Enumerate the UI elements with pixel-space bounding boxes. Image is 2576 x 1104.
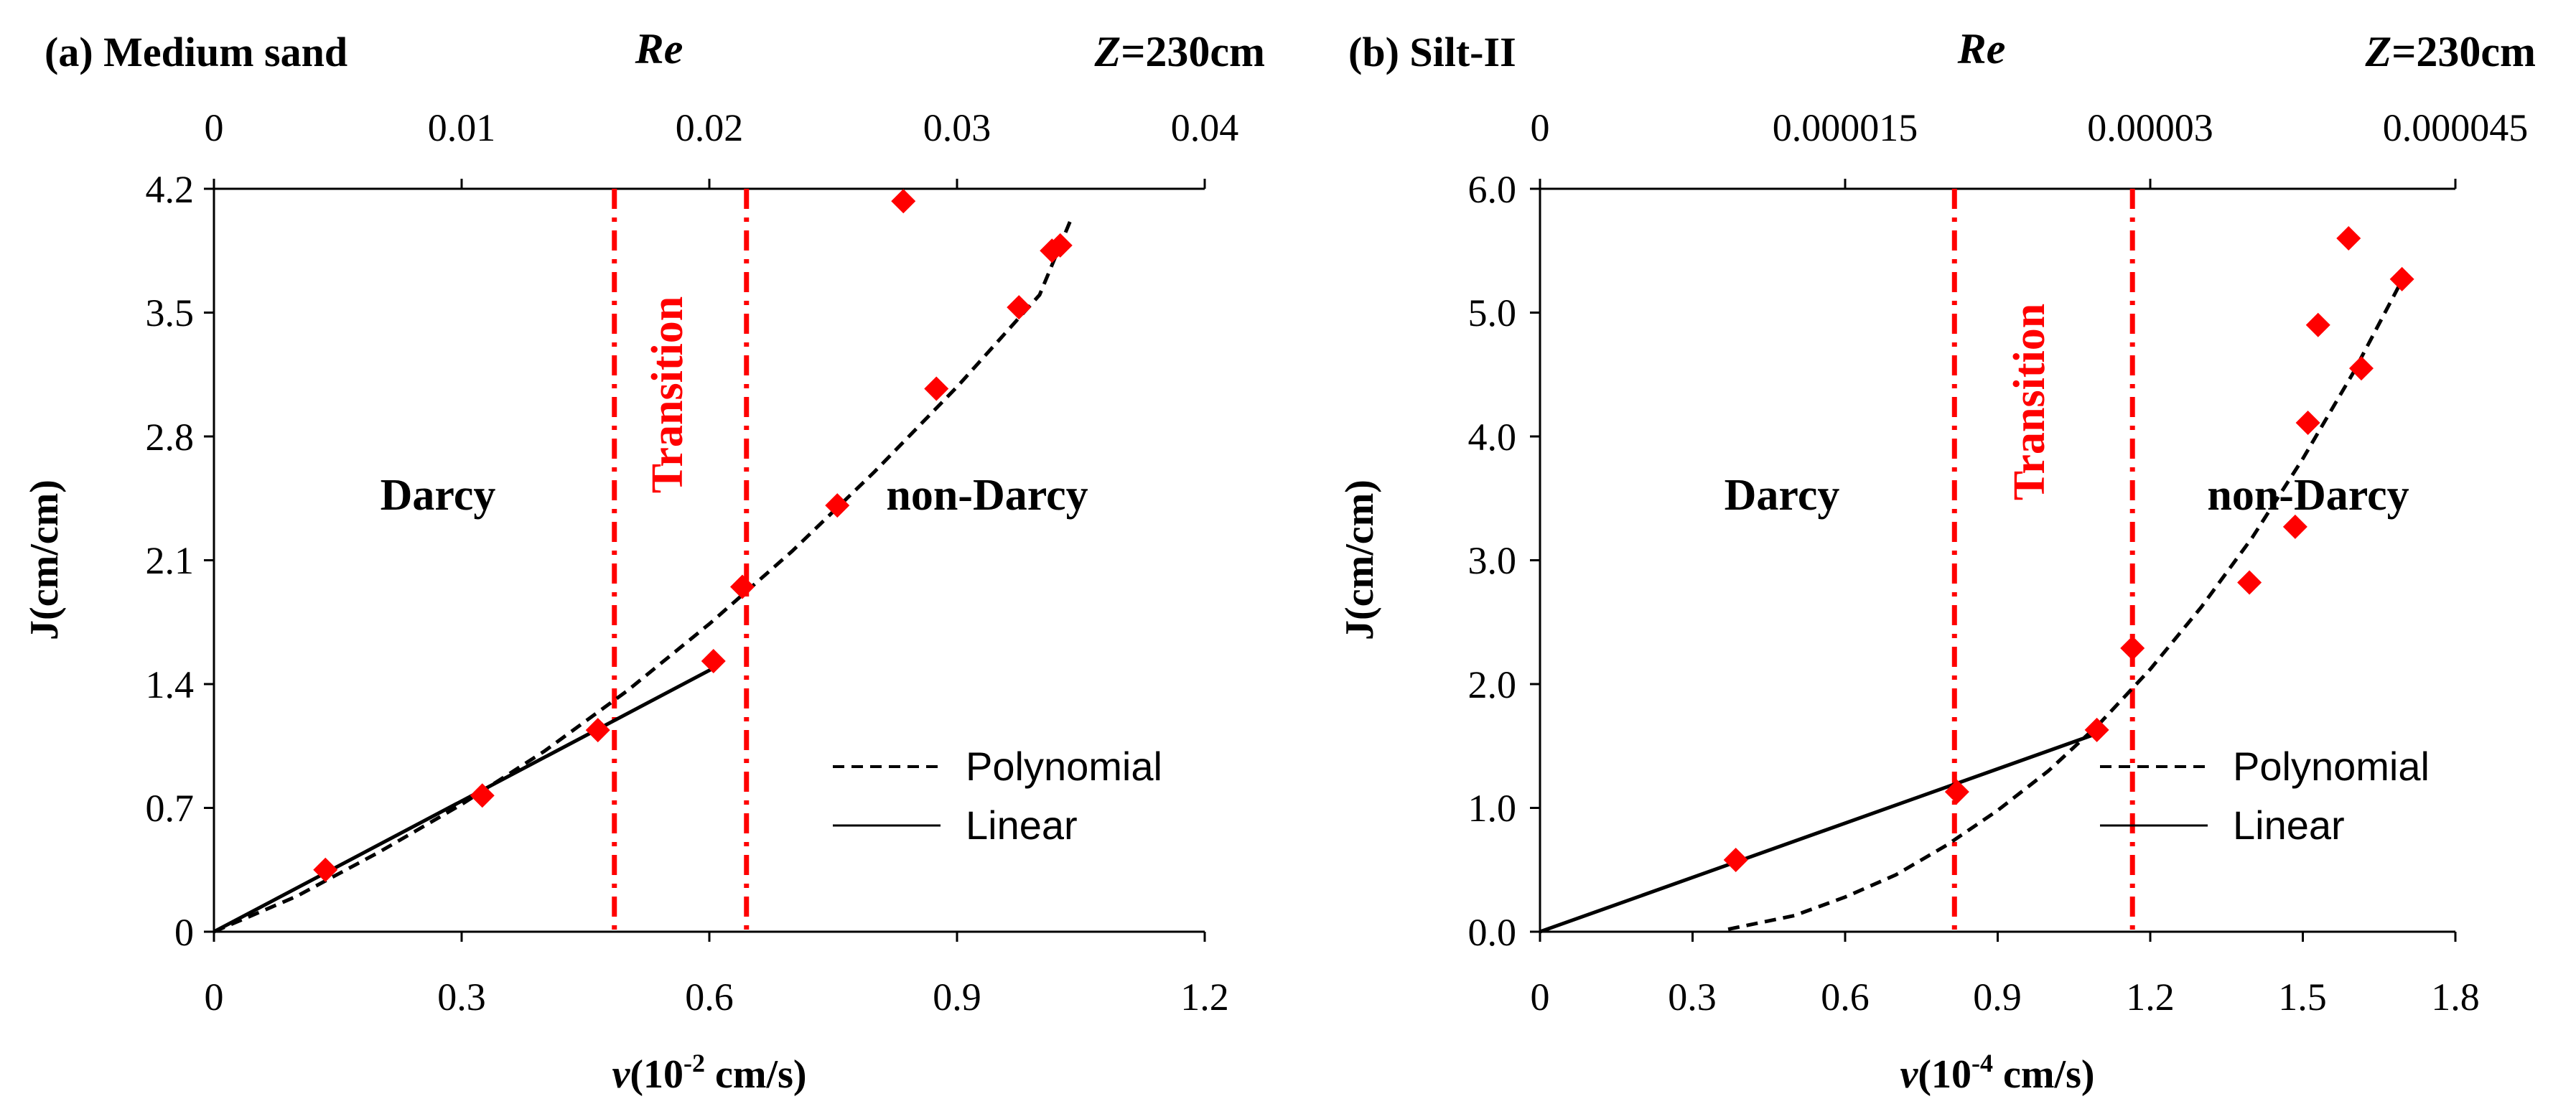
panel-a-x-ticks: 0 0.3 0.6 0.9 1.2	[205, 976, 1229, 1019]
panel-a-re-tick: 0.01	[428, 106, 496, 149]
panel-b-re-tick: 0.000045	[2383, 106, 2529, 149]
panel-b-y-tick: 6.0	[1468, 168, 1517, 211]
panel-a-re-tick: 0.04	[1171, 106, 1239, 149]
panel-b-silt-ii: (b) Silt-II Re Z=230cm 0.0 1.0 2.0 3.0 4…	[1338, 25, 2536, 1097]
panel-b-x-tick: 0	[1531, 976, 1550, 1019]
panel-b-axes	[1530, 179, 2457, 942]
panel-b-region-non-darcy: non-Darcy	[2207, 471, 2409, 520]
panel-b-y-tick: 2.0	[1468, 663, 1517, 706]
panel-b-re-tick: 0.000015	[1773, 106, 1918, 149]
polynomial-fit-curve	[213, 215, 1075, 934]
panel-a-y-tick: 3.5	[146, 291, 195, 335]
legend-polynomial-label: Polynomial	[966, 744, 1162, 789]
panel-b-region-darcy: Darcy	[1725, 471, 1840, 520]
panel-b-x-tick: 0.6	[1821, 976, 1870, 1019]
panel-b-title: (b) Silt-II	[1348, 29, 1516, 75]
panel-a-y-tick: 1.4	[146, 663, 195, 706]
data-point-marker	[1944, 780, 1969, 805]
panel-b-re-tick: 0.00003	[2087, 106, 2213, 149]
data-point-marker	[701, 648, 726, 673]
panel-a-region-transition: Transition	[643, 296, 692, 493]
panel-a-title: (a) Medium sand	[45, 29, 347, 75]
panel-a-top-axis-title: Re	[635, 25, 683, 72]
panel-b-y-tick: 4.0	[1468, 416, 1517, 459]
panel-a-y-tick: 2.1	[146, 539, 195, 582]
panel-a-x-tick: 0	[205, 976, 224, 1019]
panel-a-axes	[204, 179, 1206, 942]
data-point-marker	[1047, 233, 1073, 258]
panel-b-x-tick: 1.5	[2278, 976, 2327, 1019]
panel-b-fitted-curves	[1539, 274, 2407, 934]
panel-a-x-tick: 0.6	[685, 976, 734, 1019]
panel-b-data-points	[1723, 226, 2414, 872]
panel-a-legend: Polynomial Linear	[833, 744, 1162, 848]
panel-a-x-axis-title: v(10-2 cm/s)	[612, 1049, 806, 1097]
panel-b-y-axis-title: J(cm/cm)	[1338, 480, 1382, 640]
data-point-marker	[313, 857, 338, 882]
panel-b-x-tick: 0.3	[1668, 976, 1717, 1019]
panel-a-y-tick: 2.8	[146, 416, 195, 459]
panel-a-re-tick: 0.02	[676, 106, 744, 149]
panel-a-x-tick: 1.2	[1180, 976, 1229, 1019]
data-point-marker	[585, 718, 610, 743]
data-point-marker	[1007, 295, 1032, 320]
panel-b-y-ticks: 0.0 1.0 2.0 3.0 4.0 5.0 6.0	[1468, 168, 1517, 954]
panel-a-region-non-darcy: non-Darcy	[886, 471, 1088, 520]
panel-a-x-tick: 0.3	[437, 976, 486, 1019]
panel-a-y-tick: 0	[174, 911, 194, 954]
panel-b-region-transition: Transition	[2005, 304, 2054, 500]
data-point-marker	[2336, 226, 2361, 251]
legend-linear-label: Linear	[2233, 803, 2345, 848]
panel-b-y-tick: 5.0	[1468, 291, 1517, 335]
data-point-marker	[2295, 411, 2320, 436]
panel-a-medium-sand: (a) Medium sand Re Z=230cm 0 0.7 1.4 2.1…	[22, 25, 1265, 1097]
panel-b-y-tick: 3.0	[1468, 539, 1517, 582]
legend-linear-label: Linear	[966, 803, 1078, 848]
data-point-marker	[2237, 570, 2262, 595]
panel-a-re-tick: 0.03	[923, 106, 991, 149]
panel-b-x-ticks: 0 0.3 0.6 0.9 1.2 1.5 1.8	[1531, 976, 2480, 1019]
panel-b-boundaries	[1951, 189, 2135, 932]
panel-b-re-tick: 0	[1531, 106, 1550, 149]
linear-fit-line	[213, 666, 714, 934]
panel-a-y-tick: 0.7	[146, 787, 195, 830]
panel-b-y-tick: 0.0	[1468, 911, 1517, 954]
panel-b-depth-label: Z=230cm	[2365, 28, 2536, 75]
data-point-marker	[2305, 312, 2330, 337]
panel-b-x-axis-title: v(10-4 cm/s)	[1900, 1049, 2094, 1097]
panel-a-fitted-curves	[213, 215, 1075, 934]
data-point-marker	[2282, 514, 2307, 539]
data-point-marker	[825, 493, 850, 518]
panel-b-y-tick: 1.0	[1468, 787, 1517, 830]
panel-a-x-tick: 0.9	[933, 976, 981, 1019]
data-point-marker	[2084, 717, 2109, 742]
panel-a-region-darcy: Darcy	[381, 471, 496, 520]
panel-a-re-ticks: 0 0.01 0.02 0.03 0.04	[205, 106, 1239, 149]
data-point-marker	[1723, 847, 1748, 872]
panel-a-y-ticks: 0 0.7 1.4 2.1 2.8 3.5 4.2	[146, 168, 195, 954]
panel-a-data-points	[313, 189, 1073, 882]
data-point-marker	[730, 574, 755, 599]
panel-b-x-tick: 0.9	[1973, 976, 2022, 1019]
panel-a-y-axis-title: J(cm/cm)	[22, 480, 67, 640]
data-point-marker	[2348, 356, 2374, 381]
data-point-marker	[2120, 635, 2145, 660]
polynomial-fit-curve	[1727, 274, 2407, 931]
panel-b-x-tick: 1.2	[2126, 976, 2175, 1019]
data-point-marker	[470, 783, 495, 808]
data-point-marker	[924, 376, 949, 401]
panel-a-depth-label: Z=230cm	[1094, 28, 1265, 75]
data-point-marker	[2389, 266, 2414, 291]
panel-b-x-tick: 1.8	[2431, 976, 2480, 1019]
linear-fit-line	[1539, 731, 2098, 934]
panel-a-re-tick: 0	[205, 106, 224, 149]
panel-b-re-ticks: 0 0.000015 0.00003 0.000045	[1531, 106, 2529, 149]
panel-b-legend: Polynomial Linear	[2100, 744, 2430, 848]
legend-polynomial-label: Polynomial	[2233, 744, 2430, 789]
panel-b-top-axis-title: Re	[1957, 25, 2006, 72]
data-point-marker	[891, 189, 916, 214]
panel-a-y-tick: 4.2	[146, 168, 195, 211]
